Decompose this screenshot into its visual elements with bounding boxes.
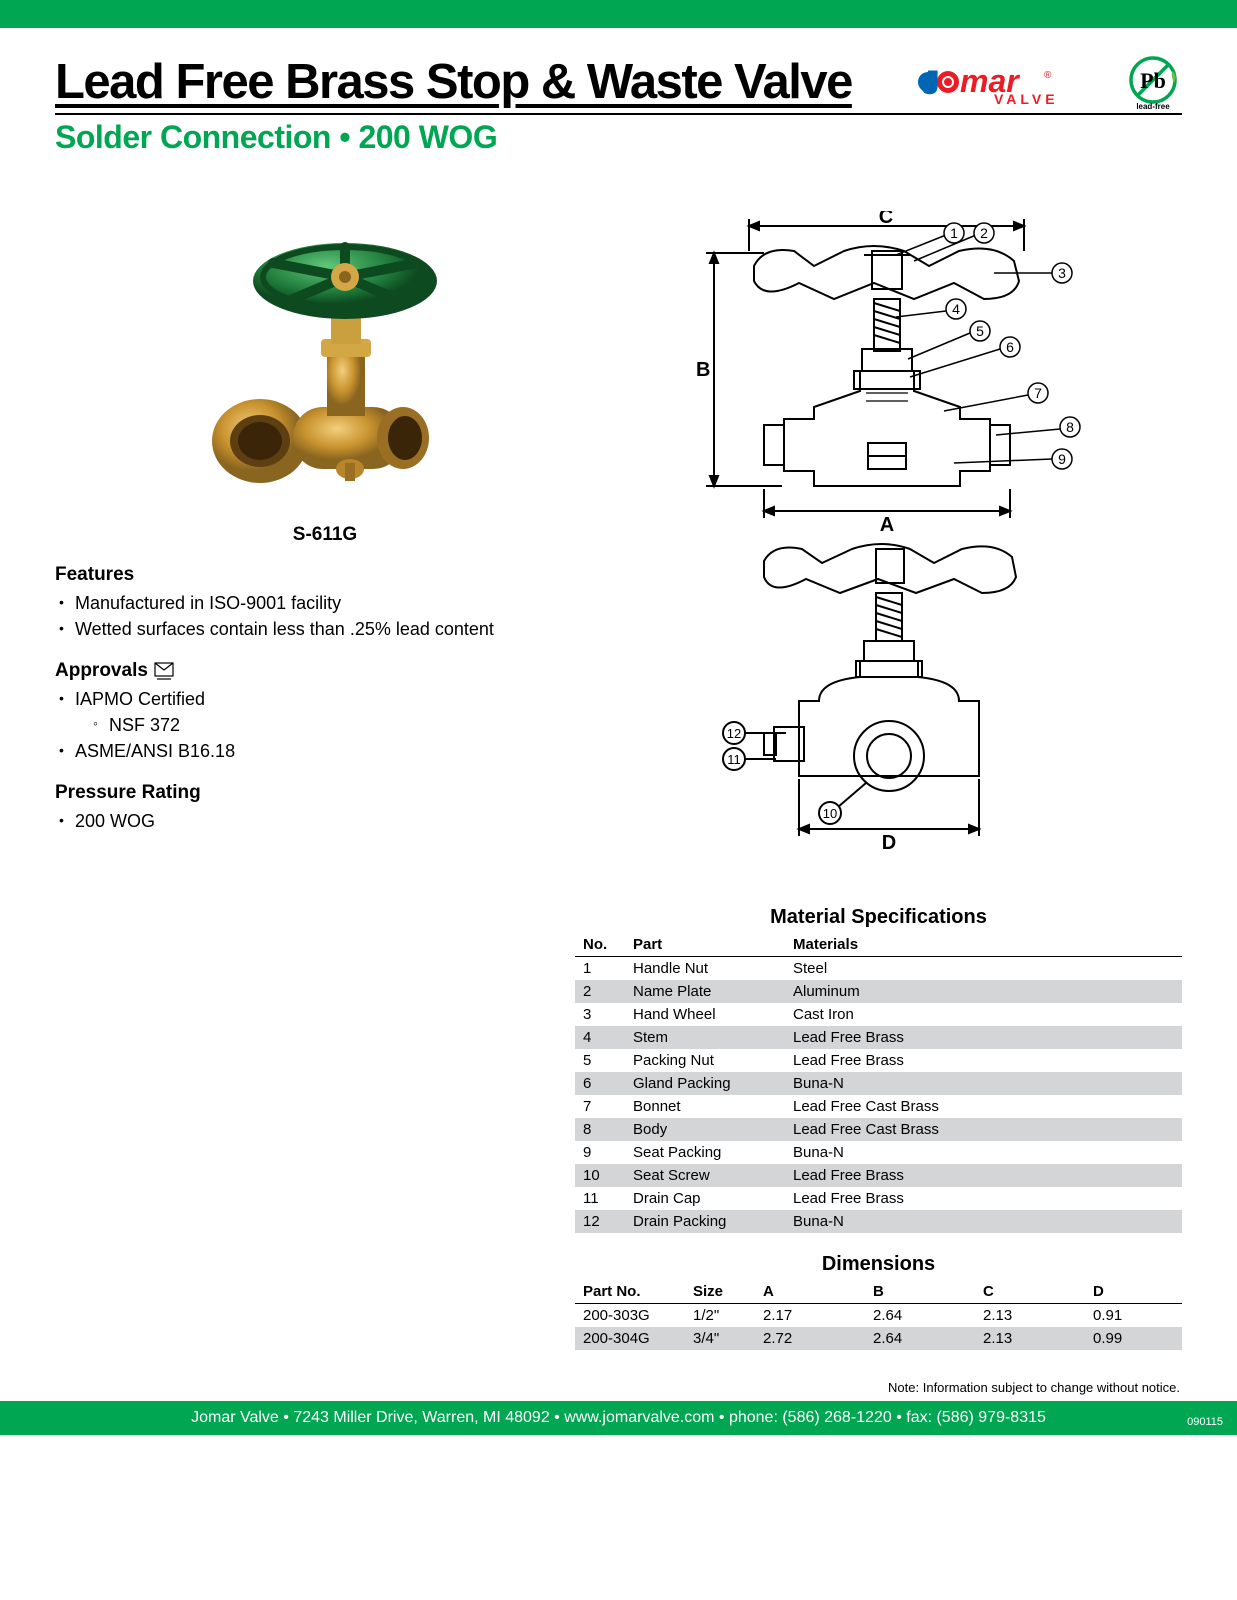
dimensions-table: Part No.SizeABCD200-303G1/2"2.172.642.13… bbox=[575, 1280, 1182, 1350]
jomar-logo-icon: J mar ® VALVE bbox=[916, 56, 1116, 108]
table-row: 200-303G1/2"2.172.642.130.91 bbox=[575, 1304, 1182, 1328]
footer-text: Jomar Valve • 7243 Miller Drive, Warren,… bbox=[191, 1409, 1046, 1426]
top-accent-bar bbox=[0, 0, 1237, 28]
svg-text:1: 1 bbox=[950, 225, 958, 241]
materials-col-header: No. bbox=[575, 933, 625, 957]
dimensions-col-header: Size bbox=[685, 1280, 755, 1304]
page-title: Lead Free Brass Stop & Waste Valve bbox=[55, 54, 916, 110]
pressure-list: 200 WOG bbox=[55, 808, 535, 834]
footer-bar: Jomar Valve • 7243 Miller Drive, Warren,… bbox=[0, 1401, 1237, 1435]
dimensions-col-header: D bbox=[1085, 1280, 1182, 1304]
approval-mark-icon bbox=[154, 662, 174, 680]
table-row: 4StemLead Free Brass bbox=[575, 1026, 1182, 1049]
product-photo bbox=[175, 211, 475, 511]
document-number: 090115 bbox=[1187, 1416, 1223, 1428]
table-row: 5Packing NutLead Free Brass bbox=[575, 1049, 1182, 1072]
svg-text:5: 5 bbox=[976, 323, 984, 339]
svg-text:6: 6 bbox=[1006, 339, 1014, 355]
brand-logo-area: J mar ® VALVE Pb lead-free bbox=[916, 53, 1182, 111]
lead-free-badge-icon: Pb lead-free bbox=[1124, 53, 1182, 111]
dimensions-col-header: A bbox=[755, 1280, 865, 1304]
svg-text:7: 7 bbox=[1034, 385, 1042, 401]
disclaimer-note: Note: Information subject to change with… bbox=[55, 1380, 1182, 1395]
dimensions-col-header: C bbox=[975, 1280, 1085, 1304]
feature-item: Wetted surfaces contain less than .25% l… bbox=[59, 616, 535, 642]
svg-text:B: B bbox=[696, 359, 710, 381]
dimensions-col-header: Part No. bbox=[575, 1280, 685, 1304]
svg-text:lead-free: lead-free bbox=[1136, 102, 1170, 111]
svg-text:C: C bbox=[878, 211, 892, 228]
pressure-item: 200 WOG bbox=[59, 808, 535, 834]
table-row: 2Name PlateAluminum bbox=[575, 980, 1182, 1003]
approval-subitem: NSF 372 bbox=[93, 712, 535, 738]
svg-text:®: ® bbox=[1044, 70, 1052, 81]
left-column: S-611G Features Manufactured in ISO-9001… bbox=[55, 211, 535, 1350]
diagram-svg: C bbox=[614, 211, 1144, 891]
page-content: Lead Free Brass Stop & Waste Valve J mar… bbox=[0, 28, 1237, 1395]
table-row: 8BodyLead Free Cast Brass bbox=[575, 1118, 1182, 1141]
table-row: 7BonnetLead Free Cast Brass bbox=[575, 1095, 1182, 1118]
svg-text:D: D bbox=[881, 832, 895, 854]
product-image-wrap: S-611G bbox=[55, 211, 535, 546]
features-list: Manufactured in ISO-9001 facilityWetted … bbox=[55, 590, 535, 642]
table-row: 12Drain PackingBuna-N bbox=[575, 1210, 1182, 1233]
table-row: 3Hand WheelCast Iron bbox=[575, 1003, 1182, 1026]
materials-table: No.PartMaterials1Handle NutSteel2Name Pl… bbox=[575, 933, 1182, 1233]
technical-diagram: C bbox=[575, 211, 1182, 896]
main-columns: S-611G Features Manufactured in ISO-9001… bbox=[55, 211, 1182, 1350]
svg-text:A: A bbox=[879, 514, 893, 536]
svg-text:10: 10 bbox=[822, 806, 836, 821]
approvals-heading-text: Approvals bbox=[55, 660, 148, 682]
svg-text:VALVE: VALVE bbox=[994, 91, 1059, 107]
table-row: 9Seat PackingBuna-N bbox=[575, 1141, 1182, 1164]
dimensions-title: Dimensions bbox=[575, 1253, 1182, 1276]
approval-item: ASME/ANSI B16.18 bbox=[59, 738, 535, 764]
svg-text:J: J bbox=[921, 64, 940, 102]
features-heading: Features bbox=[55, 564, 535, 586]
materials-col-header: Part bbox=[625, 933, 785, 957]
svg-text:11: 11 bbox=[727, 752, 741, 767]
right-column: C bbox=[575, 211, 1182, 1350]
materials-title: Material Specifications bbox=[575, 906, 1182, 929]
svg-text:4: 4 bbox=[952, 301, 960, 317]
table-row: 1Handle NutSteel bbox=[575, 957, 1182, 981]
approval-item: IAPMO CertifiedNSF 372 bbox=[59, 686, 535, 738]
svg-text:Pb: Pb bbox=[1140, 68, 1166, 93]
feature-item: Manufactured in ISO-9001 facility bbox=[59, 590, 535, 616]
svg-text:9: 9 bbox=[1058, 451, 1066, 467]
svg-text:3: 3 bbox=[1058, 265, 1066, 281]
pressure-heading: Pressure Rating bbox=[55, 782, 535, 804]
table-row: 6Gland PackingBuna-N bbox=[575, 1072, 1182, 1095]
materials-col-header: Materials bbox=[785, 933, 1182, 957]
svg-text:2: 2 bbox=[980, 225, 988, 241]
svg-text:12: 12 bbox=[726, 726, 740, 741]
dimensions-col-header: B bbox=[865, 1280, 975, 1304]
table-row: 10Seat ScrewLead Free Brass bbox=[575, 1164, 1182, 1187]
approvals-list: IAPMO CertifiedNSF 372ASME/ANSI B16.18 bbox=[55, 686, 535, 764]
page-subtitle: Solder Connection • 200 WOG bbox=[55, 119, 1182, 156]
svg-text:8: 8 bbox=[1066, 419, 1074, 435]
header-row: Lead Free Brass Stop & Waste Valve J mar… bbox=[55, 53, 1182, 115]
approvals-heading: Approvals bbox=[55, 660, 535, 682]
table-row: 200-304G3/4"2.722.642.130.99 bbox=[575, 1327, 1182, 1350]
model-number: S-611G bbox=[115, 524, 535, 546]
table-row: 11Drain CapLead Free Brass bbox=[575, 1187, 1182, 1210]
